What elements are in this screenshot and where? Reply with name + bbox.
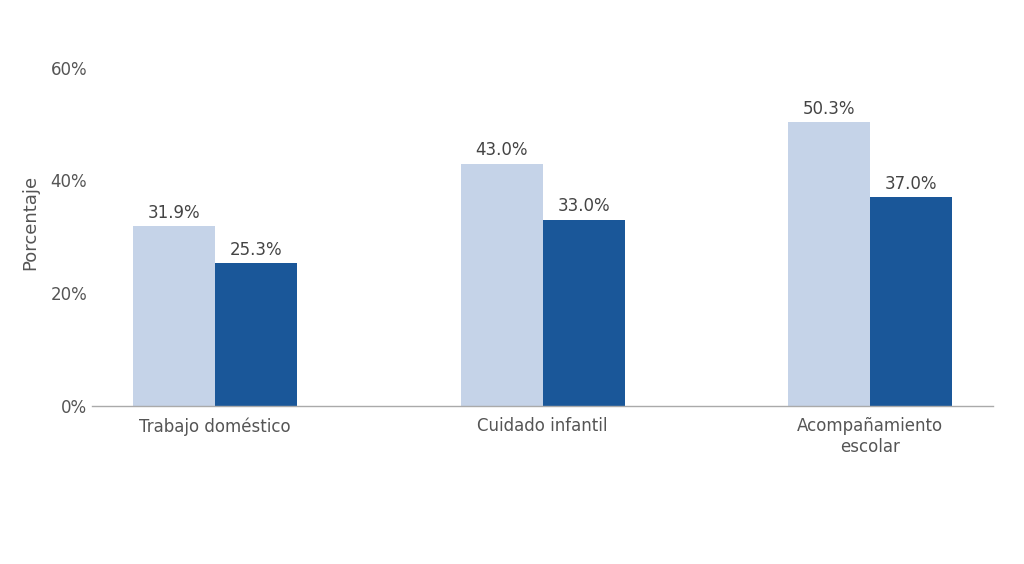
Bar <box>133 226 215 406</box>
Text: 37.0%: 37.0% <box>885 175 938 193</box>
Bar <box>215 263 297 406</box>
Text: 33.0%: 33.0% <box>557 197 610 215</box>
Text: 25.3%: 25.3% <box>229 241 283 259</box>
Bar <box>543 220 625 406</box>
Y-axis label: Porcentaje: Porcentaje <box>22 175 40 270</box>
Bar <box>788 122 870 406</box>
Bar <box>870 197 952 406</box>
Text: 31.9%: 31.9% <box>147 204 201 222</box>
Text: 50.3%: 50.3% <box>803 100 856 118</box>
Text: 43.0%: 43.0% <box>475 141 528 159</box>
Bar <box>461 164 543 406</box>
